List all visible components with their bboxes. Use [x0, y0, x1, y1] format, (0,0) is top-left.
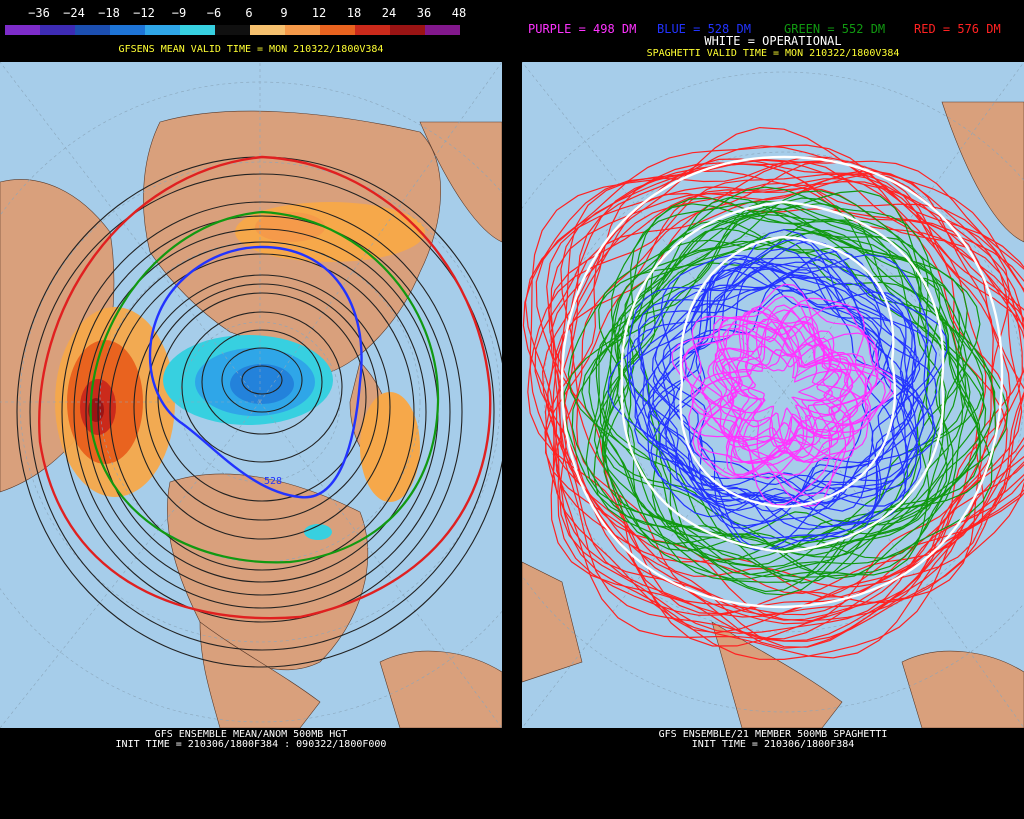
ensemble-member-contour	[640, 284, 917, 527]
ensemble-member-contour	[544, 178, 1008, 595]
colorbar-swatch	[355, 25, 390, 35]
ensemble-member-contour	[702, 330, 836, 448]
spaghetti-panel: PURPLE = 498 DM BLUE = 528 DM GREEN = 55…	[522, 0, 1024, 819]
legend-blue: BLUE = 528 DM	[657, 22, 751, 36]
ensemble-member-contour	[637, 257, 913, 530]
colorbar-swatch	[425, 25, 460, 35]
ensemble-member-contour	[522, 156, 1024, 659]
legend-red: RED = 576 DM	[914, 22, 1001, 36]
colorbar-tick: 6	[245, 6, 253, 20]
ensemble-member-contour	[560, 170, 1024, 640]
colorbar-tick: 9	[280, 6, 288, 20]
contour-label: 528	[264, 476, 282, 487]
legend-blue-text: BLUE = 528 DM	[657, 22, 751, 36]
colorbar-swatch	[75, 25, 110, 35]
colorbar-swatch	[180, 25, 215, 35]
ocean-background	[522, 62, 1024, 728]
ensemble-member-contour	[664, 269, 924, 503]
ensemble-member-contour	[581, 200, 954, 559]
operational-contours	[560, 155, 1004, 609]
colorbar-tick: −12	[133, 6, 155, 20]
legend-green: GREEN = 552 DM	[784, 22, 885, 36]
height-contours	[16, 156, 502, 668]
ensemble-member-contour	[673, 262, 913, 522]
ensemble-member-contour	[599, 196, 981, 567]
colorbar-tick: −18	[98, 6, 120, 20]
ensemble-member-contour	[629, 239, 909, 528]
ensemble-member-contour	[652, 276, 890, 512]
spaghetti-map	[522, 62, 1024, 728]
ensemble-member-contour	[602, 203, 987, 552]
operational-label: WHITE = OPERATIONAL	[704, 34, 842, 48]
colorbar-swatch	[5, 25, 40, 35]
ensemble-member-contour	[690, 304, 878, 506]
ensemble-member-contour	[650, 239, 938, 518]
576-contour	[38, 155, 492, 620]
ensemble-member-contour	[647, 256, 937, 513]
ensemble-member-contour	[617, 237, 968, 562]
right-footer-line2: INIT TIME = 210306/1800F384	[691, 739, 855, 750]
colorbar-swatch	[285, 25, 320, 35]
ensemble-member-contour	[647, 268, 895, 499]
left-valid-time-title: GFSENS MEAN VALID TIME = MON 210322/1800…	[118, 44, 384, 55]
ensemble-member-contour	[602, 219, 968, 593]
ensemble-member-contour	[550, 182, 1024, 615]
panel-separator	[502, 0, 522, 819]
ensemble-member-contour	[721, 309, 867, 476]
colorbar-swatch	[250, 25, 285, 35]
colorbar-tick: 48	[451, 6, 467, 20]
ensemble-member-contour	[571, 190, 981, 578]
528-contour	[148, 245, 363, 499]
colorbar-tick: −36	[28, 6, 50, 20]
right-valid-time-title: SPAGHETTI VALID TIME = MON 210322/1800V3…	[646, 48, 900, 59]
ensemble-member-contour	[529, 158, 1024, 661]
ensemble-member-contour	[671, 303, 878, 497]
anomaly-colorbar	[4, 24, 461, 36]
colorbar-tick: −9	[171, 6, 187, 20]
ensemble-member-contour	[717, 342, 843, 454]
ensemble-member-contour	[593, 200, 997, 580]
ensemble-member-contour	[634, 261, 918, 504]
ensemble-member-contour	[729, 309, 858, 463]
ensemble-member-contour	[585, 190, 971, 580]
ensemble-member-contour	[524, 144, 1024, 642]
colorbar-swatch	[145, 25, 180, 35]
ensemble-member-contour	[567, 213, 981, 578]
left-footer-line1: GFS ENSEMBLE MEAN/ANOM 500MB HGT	[154, 729, 348, 740]
colorbar-swatch	[110, 25, 145, 35]
colorbar-tick: 24	[381, 6, 397, 20]
ensemble-member-contour	[681, 297, 872, 507]
552-contour	[89, 210, 440, 564]
latlon-grid	[522, 62, 1024, 728]
ensemble-member-contour	[692, 283, 892, 480]
legend-green-text: GREEN = 552 DM	[784, 22, 886, 36]
ensemble-member-contour	[714, 315, 833, 463]
colorbar-tick: 36	[416, 6, 432, 20]
legend-purple-text: PURPLE = 498 DM	[528, 22, 637, 36]
colorbar-tick: −24	[63, 6, 85, 20]
ensemble-mean-panel: −36 −24 −18 −12 −9 −6 6 9 12 18 24 36 48 GFSENS MEAN…	[0, 0, 502, 819]
colorbar-swatch	[40, 25, 75, 35]
legend-purple: PURPLE = 498 DM	[528, 22, 636, 36]
colorbar-swatch	[390, 25, 425, 35]
left-footer-line2: INIT TIME = 210306/1800F384 : 090322/180…	[115, 739, 387, 750]
colorbar-tick: −6	[206, 6, 222, 20]
legend-red-text: RED = 576 DM	[914, 22, 1001, 36]
ensemble-member-contour	[604, 197, 985, 552]
ensemble-mean-map: 528	[0, 62, 502, 728]
ensemble-member-contour	[626, 263, 948, 539]
right-footer-line1: GFS ENSEMBLE/21 MEMBER 500MB SPAGHETTI	[658, 729, 888, 740]
colorbar-tick-labels: −36 −24 −18 −12 −9 −6 6 9 12 18 24 36 48	[0, 6, 502, 20]
land-masses	[522, 101, 1024, 728]
colorbar-tick: 18	[346, 6, 362, 20]
colorbar-swatch	[215, 25, 250, 35]
ensemble-member-contour	[651, 267, 937, 530]
colorbar-tick: 12	[311, 6, 327, 20]
ensemble-member-contour	[527, 173, 1011, 621]
colorbar-swatch	[320, 25, 355, 35]
